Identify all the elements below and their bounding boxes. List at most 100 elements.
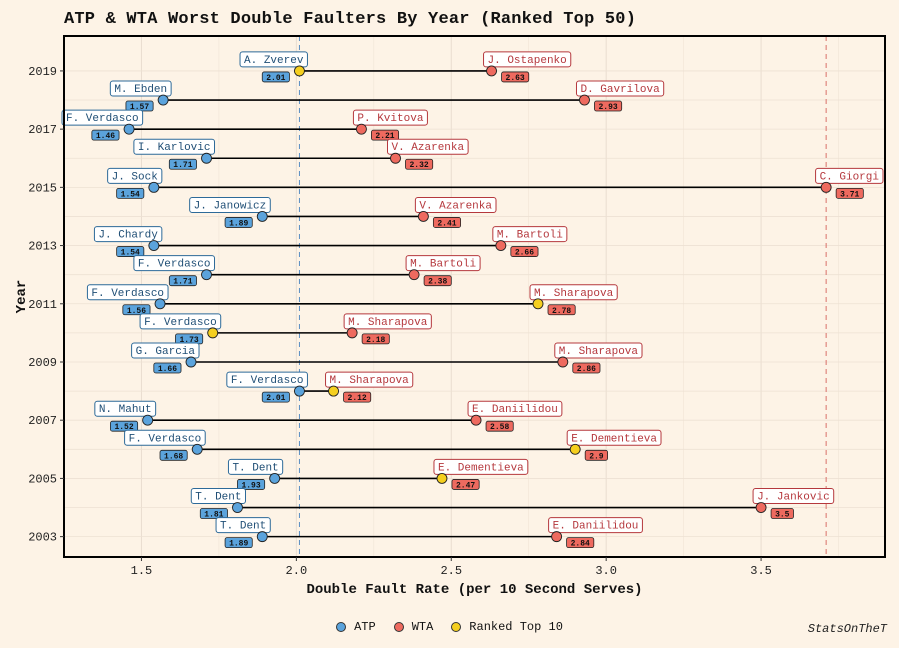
atp-name-label: J. Sock bbox=[112, 171, 159, 183]
atp-point bbox=[256, 531, 268, 543]
atp-value-label: 1.56 bbox=[127, 307, 146, 316]
atp-name-label: F. Verdasco bbox=[138, 259, 211, 271]
atp-point bbox=[201, 152, 212, 164]
atp-value-label: 1.66 bbox=[158, 365, 177, 374]
wta-point bbox=[346, 327, 358, 339]
wta-value-label: 2.63 bbox=[506, 74, 525, 83]
wta-point bbox=[569, 443, 581, 455]
wta-point bbox=[417, 211, 429, 222]
atp-point bbox=[201, 269, 212, 281]
y-tick-label: 2003 bbox=[28, 531, 57, 545]
wta-value-badge bbox=[594, 100, 623, 112]
legend-item-wta: WTA bbox=[393, 620, 434, 634]
wta-name-label: E. Daniilidou bbox=[472, 404, 558, 416]
wta-name-label: D. Gavrilova bbox=[580, 84, 660, 96]
x-tick-label: 2.5 bbox=[440, 564, 462, 578]
atp-point bbox=[142, 414, 154, 426]
wta-value-label: 3.71 bbox=[840, 190, 859, 199]
wta-value-label: 2.18 bbox=[366, 336, 385, 345]
x-tick-label: 3.5 bbox=[750, 564, 772, 578]
atp-name-label: J. Janowicz bbox=[194, 200, 267, 212]
wta-name-box bbox=[575, 80, 665, 97]
wta-value-badge bbox=[451, 479, 480, 490]
atp-name-label: F. Verdasco bbox=[144, 317, 217, 329]
atp-name-box bbox=[239, 51, 308, 68]
wta-value-badge bbox=[361, 333, 390, 345]
atp-name-box bbox=[139, 313, 222, 330]
atp-point bbox=[123, 123, 135, 135]
wta-name-label: P. Kvitova bbox=[357, 113, 423, 125]
wta-name-label: J. Jankovic bbox=[757, 492, 830, 504]
atp-name-box bbox=[124, 429, 206, 446]
atp-name-label: F. Verdasco bbox=[66, 113, 139, 125]
legend-label-wta: WTA bbox=[411, 620, 434, 634]
atp-point bbox=[191, 443, 203, 455]
atp-value-label: 1.71 bbox=[173, 278, 192, 287]
atp-point bbox=[157, 94, 169, 106]
atp-name-label: F. Verdasco bbox=[231, 375, 304, 387]
wta-name-box bbox=[386, 138, 469, 155]
wta-name-box bbox=[325, 371, 414, 388]
wta-value-label: 2.47 bbox=[456, 481, 475, 490]
wta-name-box bbox=[414, 196, 497, 213]
atp-value-label: 1.71 bbox=[173, 161, 192, 170]
x-axis-title: Double Fault Rate (per 10 Second Serves) bbox=[306, 582, 642, 598]
atp-value-badge bbox=[122, 304, 151, 316]
wta-name-label: V. Azarenka bbox=[419, 200, 492, 212]
wta-point bbox=[557, 356, 569, 368]
wta-name-box bbox=[492, 226, 568, 243]
plot-border bbox=[63, 35, 886, 558]
plot-panel bbox=[64, 36, 885, 557]
wta-point bbox=[579, 94, 590, 106]
atp-value-label: 1.54 bbox=[121, 190, 140, 199]
wta-name-label: V. Azarenka bbox=[391, 142, 464, 154]
atp-value-badge bbox=[116, 187, 145, 199]
atp-value-badge bbox=[168, 158, 197, 170]
atp-value-label: 1.93 bbox=[241, 481, 260, 490]
x-tick-label: 1.5 bbox=[131, 564, 153, 578]
atp-point bbox=[148, 181, 160, 193]
atp-name-box bbox=[215, 517, 271, 534]
legend-item-top10: Ranked Top 10 bbox=[451, 620, 563, 634]
wta-name-label: E. Daniilidou bbox=[553, 521, 639, 533]
wta-value-badge bbox=[566, 537, 595, 549]
legend: ATP WTA Ranked Top 10 bbox=[0, 620, 899, 634]
wta-value-label: 2.66 bbox=[515, 249, 534, 258]
y-tick-label: 2019 bbox=[28, 65, 57, 79]
atp-value-label: 1.57 bbox=[130, 103, 149, 112]
atp-name-box bbox=[109, 80, 172, 97]
atp-value-badge bbox=[91, 129, 120, 141]
atp-value-badge bbox=[224, 217, 253, 228]
atp-name-box bbox=[133, 255, 216, 272]
y-tick-label: 2013 bbox=[28, 240, 57, 254]
wta-value-label: 3.5 bbox=[775, 511, 790, 520]
atp-name-label: T. Dent bbox=[220, 521, 266, 533]
wta-name-box bbox=[483, 51, 572, 68]
atp-point bbox=[148, 240, 160, 252]
atp-name-label: I. Karlovic bbox=[138, 142, 211, 154]
atp-value-badge bbox=[153, 362, 182, 374]
atp-name-label: T. Dent bbox=[232, 462, 278, 474]
y-tick-label: 2005 bbox=[28, 472, 57, 486]
wta-name-label: M. Sharapova bbox=[348, 317, 428, 329]
wta-value-label: 2.86 bbox=[577, 365, 596, 374]
atp-point bbox=[154, 298, 166, 310]
atp-value-label: 1.73 bbox=[180, 336, 199, 345]
wta-value-badge bbox=[423, 275, 452, 287]
atp-point bbox=[207, 327, 219, 339]
wta-value-badge bbox=[501, 71, 530, 83]
wta-value-label: 2.38 bbox=[428, 278, 447, 287]
atp-value-label: 2.01 bbox=[266, 74, 285, 83]
wta-value-label: 2.21 bbox=[375, 132, 394, 141]
wta-value-badge bbox=[584, 449, 608, 461]
atp-value-badge bbox=[168, 275, 197, 287]
y-tick-label: 2009 bbox=[28, 356, 57, 370]
atp-name-label: T. Dent bbox=[195, 492, 241, 504]
wta-name-label: E. Dementieva bbox=[571, 433, 657, 445]
x-tick-label: 2.0 bbox=[286, 564, 308, 578]
wta-value-badge bbox=[343, 391, 372, 403]
wta-value-badge bbox=[485, 420, 514, 432]
atp-value-badge bbox=[110, 420, 139, 432]
wta-point bbox=[495, 240, 507, 252]
atp-value-label: 1.81 bbox=[204, 511, 223, 520]
